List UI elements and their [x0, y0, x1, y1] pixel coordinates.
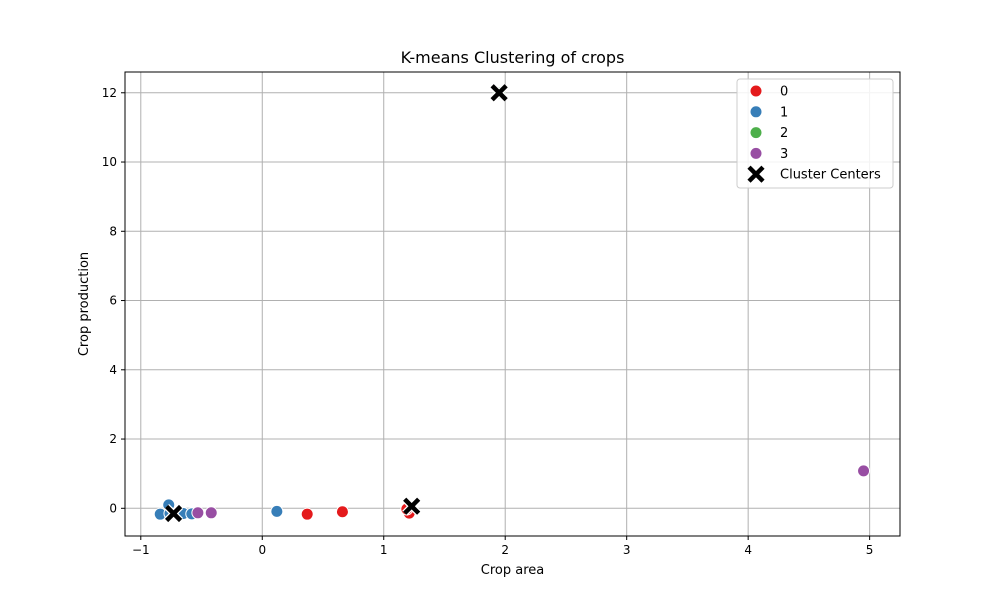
- legend-marker-cluster-1: [749, 105, 763, 119]
- cluster-center-marker: [402, 496, 422, 516]
- legend-label-cluster-0: 0: [780, 85, 788, 100]
- plot-frame: [124, 71, 901, 537]
- cluster-center-marker: [164, 504, 184, 523]
- x-tick-label: 5: [866, 543, 874, 557]
- legend-label-cluster-1: 1: [780, 105, 788, 120]
- y-tick-label: 8: [109, 224, 117, 238]
- legend-label-cluster-3: 3: [780, 147, 788, 162]
- cluster-centers: [164, 83, 509, 523]
- legend-marker-cluster-0: [749, 84, 763, 98]
- data-point-cluster-3: [204, 506, 218, 520]
- x-tick-label: 1: [380, 543, 388, 557]
- x-tick-label: 2: [501, 543, 509, 557]
- legend-box: [736, 78, 894, 189]
- x-tick-label: 0: [258, 543, 266, 557]
- data-point-cluster-0: [300, 507, 314, 521]
- y-tick-label: 6: [109, 294, 117, 308]
- chart-title: K-means Clustering of crops: [401, 48, 625, 67]
- legend-label-cluster-centers: Cluster Centers: [780, 168, 881, 183]
- cluster-center-marker: [489, 83, 509, 103]
- x-tick-label: 4: [744, 543, 752, 557]
- x-axis-label: Crop area: [481, 563, 544, 578]
- x-tick-label: −1: [132, 543, 150, 557]
- y-tick-label: 2: [109, 432, 117, 446]
- y-tick-label: 0: [109, 501, 117, 515]
- y-tick-label: 10: [102, 155, 117, 169]
- y-tick-label: 4: [109, 363, 117, 377]
- legend-marker-cluster-3: [749, 146, 763, 160]
- x-tick-label: 3: [623, 543, 631, 557]
- data-point-cluster-1: [270, 504, 284, 518]
- data-point-cluster-3: [191, 506, 205, 520]
- data-point-cluster-0: [335, 505, 349, 519]
- legend-marker-cluster-2: [749, 126, 763, 140]
- y-axis-label: Crop production: [77, 252, 92, 356]
- legend: 0 1 2 3 Cluster Centers: [736, 78, 894, 189]
- legend-label-cluster-2: 2: [780, 126, 788, 141]
- y-tick-label: 12: [102, 86, 117, 100]
- data-point-cluster-3: [857, 464, 871, 478]
- legend-marker-cluster-centers: [746, 164, 766, 184]
